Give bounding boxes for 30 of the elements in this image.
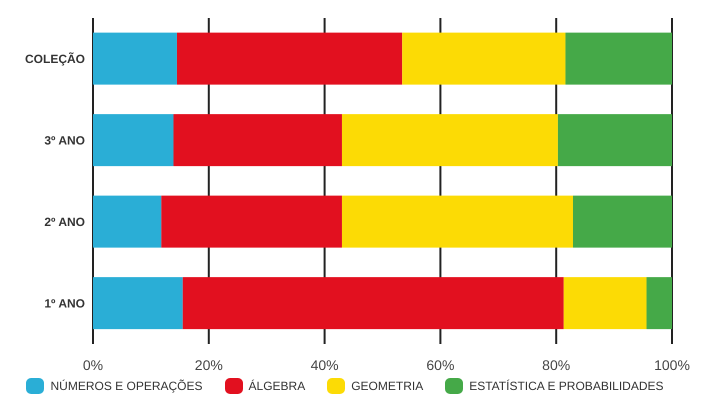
- x-tick-label: 60%: [426, 356, 454, 373]
- legend-label: NÚMEROS E OPERAÇÕES: [50, 379, 203, 393]
- bar: [182, 277, 564, 330]
- bar: [564, 277, 647, 330]
- bar: [161, 196, 342, 248]
- x-tick-label: 80%: [542, 356, 570, 373]
- bar: [176, 32, 402, 85]
- x-tick-label: 100%: [654, 356, 690, 373]
- bar: [93, 114, 174, 166]
- y-tick-label: 3º ANO: [44, 134, 85, 148]
- bar: [93, 32, 177, 85]
- x-tick-label: 20%: [194, 356, 223, 373]
- bar: [93, 196, 162, 248]
- bar: [173, 114, 342, 166]
- legend-label: GEOMETRIA: [351, 379, 424, 393]
- bar: [93, 277, 183, 330]
- bar: [565, 32, 672, 85]
- bar: [572, 196, 672, 248]
- legend-label: ÁLGEBRA: [248, 379, 306, 393]
- legend-label: ESTATÍSTICA E PROBABILIDADES: [469, 379, 664, 393]
- bar: [342, 196, 573, 248]
- bar: [646, 277, 672, 330]
- x-tick-label: 40%: [310, 356, 339, 373]
- bar: [342, 114, 558, 166]
- y-tick-label: COLEÇÃO: [25, 52, 85, 66]
- x-tick-label: 0%: [82, 356, 104, 373]
- bar: [558, 114, 672, 166]
- bar: [402, 32, 566, 85]
- y-tick-label: 1º ANO: [44, 296, 85, 311]
- y-tick-label: 2º ANO: [44, 215, 85, 230]
